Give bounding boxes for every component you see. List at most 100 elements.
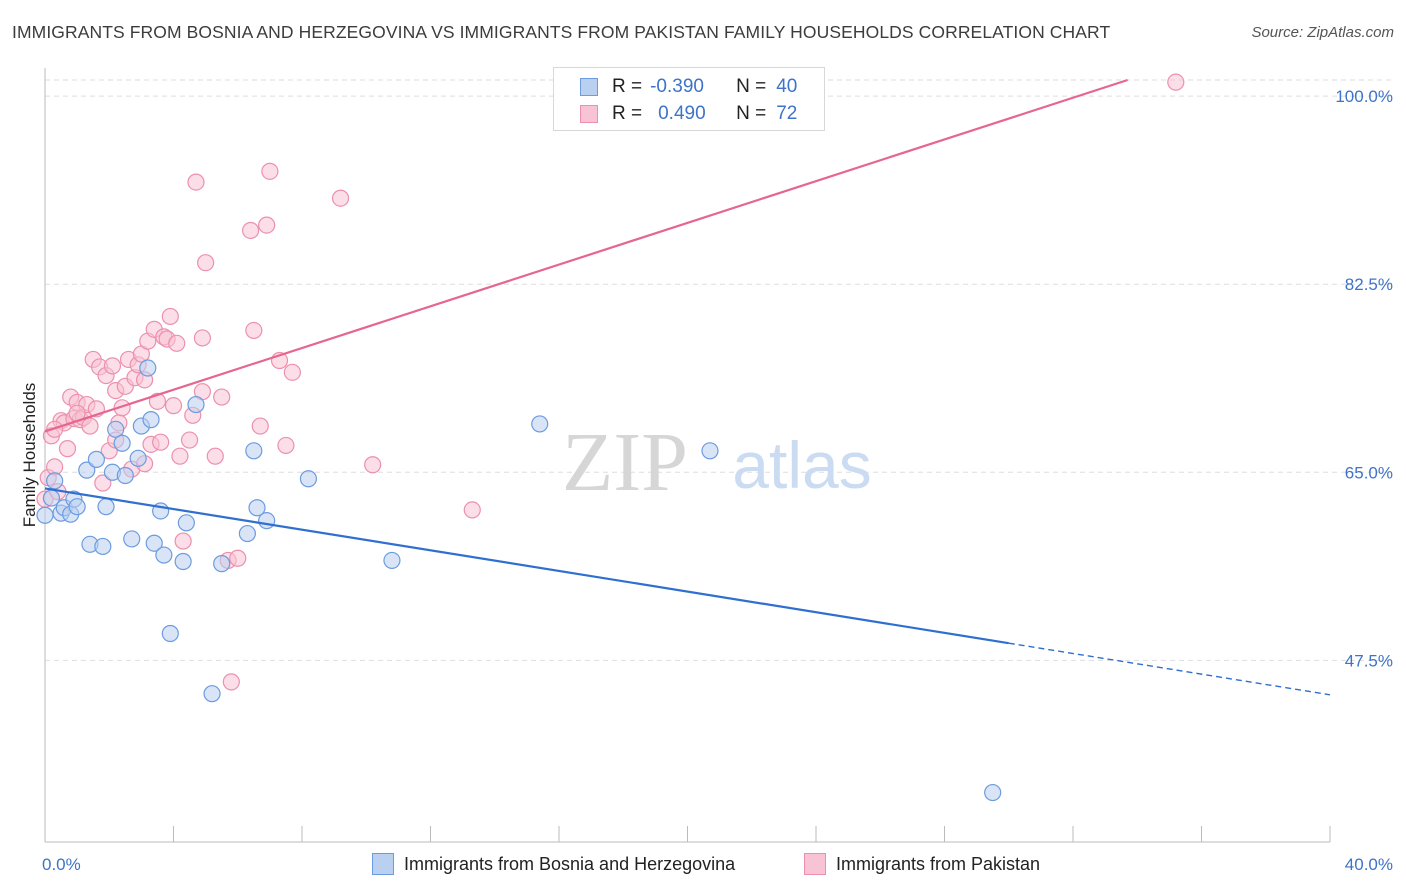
bosnia-point bbox=[78, 461, 96, 479]
bosnia-point bbox=[531, 415, 549, 433]
legend-n-value: 72 bbox=[776, 103, 798, 124]
bosnia-points bbox=[36, 359, 1002, 802]
bosnia-trend-line bbox=[44, 487, 1009, 645]
bosnia-point bbox=[129, 449, 147, 467]
legend-r-value: -0.390 bbox=[650, 76, 704, 97]
bosnia-point bbox=[46, 472, 64, 490]
trend-lines bbox=[44, 78, 1331, 696]
pakistan-point bbox=[261, 162, 279, 180]
pakistan-point bbox=[113, 399, 131, 417]
pakistan-point bbox=[171, 447, 189, 465]
pakistan-point bbox=[58, 440, 77, 458]
pakistan-point bbox=[206, 447, 224, 465]
bosnia-point bbox=[97, 498, 115, 516]
bosnia-point bbox=[984, 783, 1002, 802]
correlation-legend: R = -0.390 N = 40 R = 0.490 N = 72 bbox=[553, 67, 825, 131]
bottom-legend-bosnia: Immigrants from Bosnia and Herzegovina bbox=[372, 851, 735, 877]
bosnia-trend-extension bbox=[1008, 642, 1331, 696]
pakistan-point bbox=[81, 417, 99, 435]
legend-n-label: N = bbox=[736, 76, 767, 97]
bosnia-point bbox=[161, 624, 179, 643]
y-tick-label: 47.5% bbox=[1345, 651, 1393, 670]
bosnia-point bbox=[174, 552, 192, 571]
pakistan-point bbox=[193, 329, 212, 347]
pakistan-swatch bbox=[804, 853, 826, 875]
pakistan-point bbox=[229, 549, 247, 567]
pakistan-point bbox=[152, 433, 170, 451]
y-tick-label: 82.5% bbox=[1345, 275, 1393, 294]
bosnia-point bbox=[701, 442, 719, 460]
legend-r-label: R = bbox=[612, 76, 643, 97]
pakistan-point bbox=[251, 417, 269, 435]
bosnia-point bbox=[94, 537, 112, 556]
x-tick-labels: 0.0% 40.0% bbox=[42, 855, 1393, 874]
bosnia-point bbox=[68, 498, 86, 516]
y-axis-label: Family Households bbox=[20, 383, 39, 528]
bottom-legend-pakistan: Immigrants from Pakistan bbox=[804, 851, 1040, 877]
watermark-atlas: atlas bbox=[732, 428, 871, 502]
legend-n-value: 40 bbox=[776, 76, 798, 97]
pakistan-point bbox=[94, 474, 112, 492]
bosnia-point bbox=[145, 534, 163, 552]
axes bbox=[44, 68, 1331, 843]
bosnia-point bbox=[139, 359, 157, 377]
pakistan-legend-label: Immigrants from Pakistan bbox=[836, 853, 1041, 874]
bosnia-point bbox=[203, 685, 221, 703]
bosnia-point bbox=[245, 442, 263, 460]
bosnia-swatch bbox=[580, 78, 598, 96]
legend-row-pakistan: R = 0.490 N = 72 bbox=[554, 100, 824, 128]
pakistan-point bbox=[213, 388, 231, 406]
bosnia-point bbox=[36, 506, 54, 524]
watermark-zip: ZIP bbox=[562, 416, 688, 509]
pakistan-trend-line bbox=[44, 78, 1128, 433]
pakistan-point bbox=[174, 532, 192, 550]
x-tick-label: 0.0% bbox=[42, 855, 81, 874]
bosnia-point bbox=[177, 514, 195, 532]
pakistan-point bbox=[197, 254, 215, 272]
chart-title: IMMIGRANTS FROM BOSNIA AND HERZEGOVINA V… bbox=[12, 22, 1111, 42]
grid bbox=[45, 79, 1395, 661]
legend-r-value: 0.490 bbox=[658, 103, 706, 124]
legend-n-label: N = bbox=[736, 103, 767, 124]
bosnia-point bbox=[258, 512, 276, 530]
pakistan-point bbox=[180, 431, 199, 449]
bosnia-point bbox=[107, 420, 125, 438]
bosnia-point bbox=[238, 524, 256, 543]
bosnia-point bbox=[383, 551, 401, 570]
pakistan-point bbox=[283, 363, 301, 381]
pakistan-point bbox=[331, 189, 350, 207]
pakistan-point bbox=[222, 673, 240, 691]
bosnia-point bbox=[142, 411, 160, 429]
pakistan-points bbox=[36, 71, 1185, 691]
pakistan-swatch bbox=[580, 105, 598, 123]
pakistan-point bbox=[277, 436, 295, 455]
pakistan-point bbox=[258, 216, 276, 234]
x-tick-label: 40.0% bbox=[1345, 855, 1393, 874]
pakistan-point bbox=[168, 334, 186, 352]
bosnia-point bbox=[248, 499, 266, 517]
pakistan-point bbox=[164, 397, 183, 415]
y-tick-label: 100.0% bbox=[1335, 87, 1393, 106]
pakistan-point bbox=[161, 307, 179, 326]
pakistan-point bbox=[187, 173, 205, 191]
source-label: Source: ZipAtlas.com bbox=[1251, 24, 1394, 41]
pakistan-point bbox=[1167, 73, 1185, 91]
pakistan-point bbox=[103, 357, 122, 375]
pakistan-point bbox=[242, 221, 260, 240]
pakistan-point bbox=[463, 501, 481, 519]
bosnia-point bbox=[155, 546, 173, 564]
bosnia-point bbox=[113, 434, 131, 452]
pakistan-point bbox=[245, 321, 263, 340]
bosnia-point bbox=[187, 395, 205, 414]
bosnia-point bbox=[87, 450, 106, 468]
bosnia-point bbox=[116, 466, 134, 485]
bosnia-point bbox=[123, 530, 141, 548]
legend-row-bosnia: R = -0.390 N = 40 bbox=[554, 73, 824, 101]
legend-r-label: R = bbox=[612, 103, 643, 124]
y-tick-labels: 47.5% 65.0% 82.5% 100.0% bbox=[1335, 87, 1393, 670]
y-tick-label: 65.0% bbox=[1345, 463, 1393, 482]
bosnia-swatch bbox=[372, 853, 394, 875]
bosnia-point bbox=[299, 470, 318, 488]
bosnia-legend-label: Immigrants from Bosnia and Herzegovina bbox=[404, 853, 736, 874]
pakistan-point bbox=[364, 456, 382, 474]
